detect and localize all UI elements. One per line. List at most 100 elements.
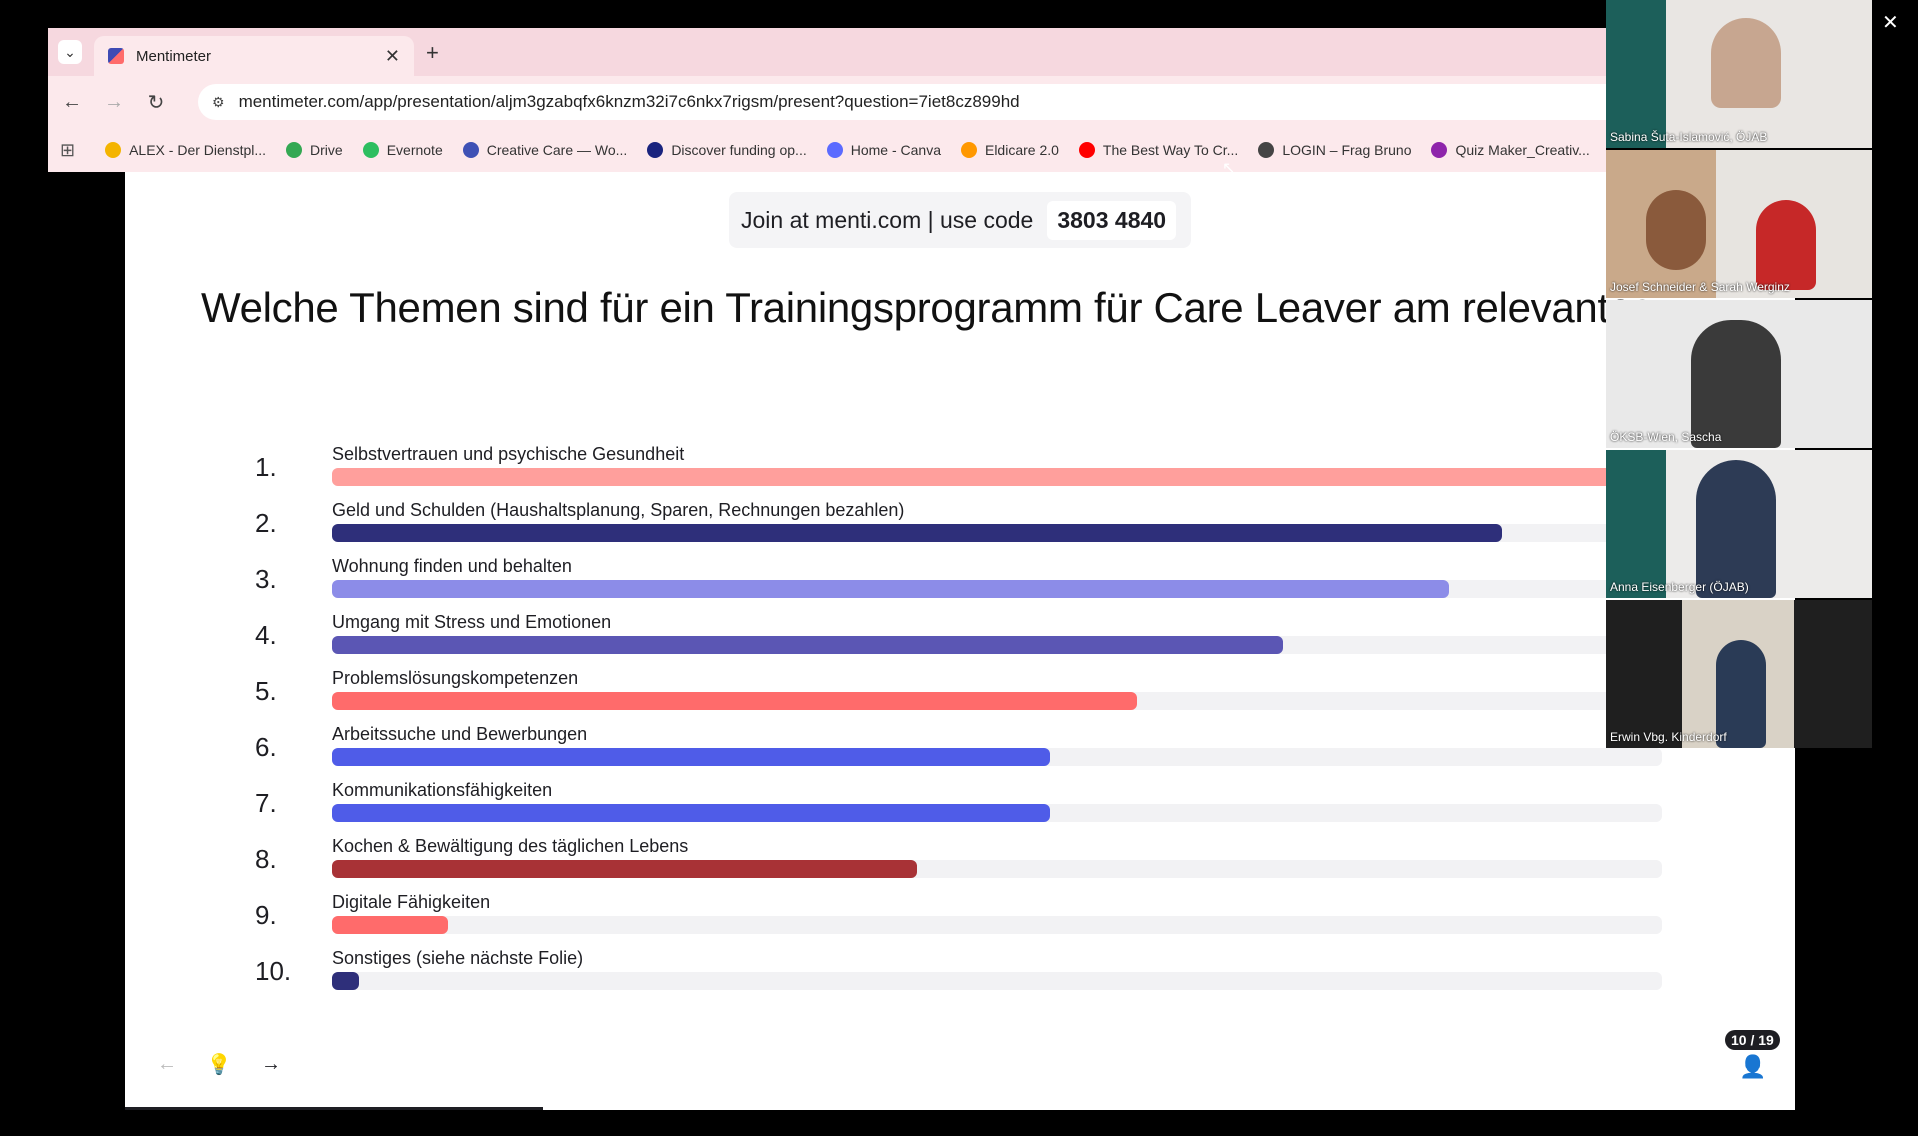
close-icon[interactable]: ✕: [1882, 12, 1899, 34]
result-bar-track: [332, 524, 1662, 542]
forward-icon[interactable]: →: [104, 90, 124, 113]
result-bar: [332, 748, 1051, 766]
bookmark-item[interactable]: ALEX - Der Dienstpl...: [105, 142, 266, 158]
result-row: 8. Kochen & Bewältigung des täglichen Leb…: [255, 836, 1662, 892]
tab-search-dropdown-icon[interactable]: ⌄: [58, 40, 82, 64]
bookmark-favicon-icon: [462, 142, 479, 158]
participant-tile[interactable]: Sabina Šuta-Islamović, ÖJAB: [1606, 0, 1872, 148]
participant-avatar: [1646, 190, 1706, 270]
result-rank: 7.: [255, 788, 277, 818]
participant-avatar: [1711, 18, 1781, 108]
result-label: Selbstvertrauen und psychische Gesundhei…: [332, 444, 685, 464]
reload-icon[interactable]: ↻: [147, 91, 165, 114]
bookmark-item[interactable]: Drive: [286, 142, 343, 158]
bookmark-item[interactable]: Discover funding op...: [647, 142, 807, 158]
result-row: 1. Selbstvertrauen und psychische Gesundh…: [255, 444, 1662, 500]
bookmark-item[interactable]: Evernote: [362, 142, 443, 158]
result-label: Kommunikationsfähigkeiten: [332, 780, 553, 800]
bookmark-item[interactable]: The Best Way To Cr...: [1078, 142, 1238, 158]
result-label: Umgang mit Stress und Emotionen: [332, 612, 612, 632]
result-bar: [332, 692, 1137, 710]
bookmark-item[interactable]: Home - Canva: [826, 142, 941, 158]
participant-avatar: [1696, 460, 1776, 598]
participant-tile[interactable]: Erwin Vbg. Kinderdorf: [1606, 600, 1872, 748]
join-instructions: Join at menti.com | use code 3803 4840: [729, 192, 1191, 248]
bookmark-item[interactable]: Quiz Maker_Creativ...: [1431, 142, 1590, 158]
bookmark-favicon-icon: [826, 142, 843, 158]
result-bar: [332, 916, 448, 934]
result-bar-track: [332, 748, 1662, 766]
result-rank: 1.: [255, 452, 277, 482]
bookmark-item[interactable]: LOGIN – Frag Bruno: [1258, 142, 1411, 158]
result-bar-track: [332, 972, 1662, 990]
mouse-cursor-icon: ↖: [1222, 160, 1236, 177]
participant-name: Erwin Vbg. Kinderdorf: [1610, 730, 1727, 744]
result-label: Wohnung finden und behalten: [332, 556, 572, 576]
participant-tile[interactable]: ÖKSB-Wien, Sascha: [1606, 300, 1872, 448]
participant-avatar: [1716, 640, 1766, 748]
result-row: 4. Umgang mit Stress und Emotionen: [255, 612, 1662, 668]
result-rank: 6.: [255, 732, 277, 762]
audience-icon[interactable]: 👤: [1739, 1054, 1767, 1079]
bookmark-label: Eldicare 2.0: [984, 142, 1059, 158]
participant-name: Sabina Šuta-Islamović, ÖJAB: [1610, 130, 1768, 144]
slide-navigation: ← 💡 →: [145, 1042, 293, 1086]
result-bar: [332, 860, 918, 878]
result-row: 7. Kommunikationsfähigkeiten: [255, 780, 1662, 836]
slide-counter: 10 / 19: [1725, 1030, 1780, 1050]
url-text: mentimeter.com/app/presentation/aljm3gza…: [238, 92, 1020, 111]
participant-avatar: [1691, 320, 1781, 448]
bookmark-favicon-icon: [960, 142, 977, 158]
result-row: 6. Arbeitssuche und Bewerbungen: [255, 724, 1662, 780]
result-label: Digitale Fähigkeiten: [332, 892, 491, 912]
result-bar: [332, 468, 1662, 486]
bookmark-label: Quiz Maker_Creativ...: [1455, 142, 1590, 158]
result-rank: 5.: [255, 676, 277, 706]
tab-mentimeter[interactable]: Mentimeter ✕: [94, 36, 414, 76]
bookmark-favicon-icon: [1078, 142, 1095, 158]
result-bar: [332, 636, 1283, 654]
result-rank: 9.: [255, 900, 277, 930]
lightbulb-hint-icon[interactable]: 💡: [206, 1053, 232, 1076]
participant-avatar: [1756, 200, 1816, 290]
result-bar: [332, 580, 1450, 598]
participant-tile[interactable]: Josef Schneider & Sarah Werginz: [1606, 150, 1872, 298]
result-rank: 8.: [255, 844, 277, 874]
participant-tile[interactable]: Anna Eisenberger (ÖJAB): [1606, 450, 1872, 598]
previous-slide-icon[interactable]: ←: [157, 1052, 177, 1075]
tab-bar: ⌄ Mentimeter ✕ +: [48, 28, 1606, 76]
bookmark-item[interactable]: Creative Care — Wo...: [462, 142, 627, 158]
apps-grid-icon[interactable]: ⊞: [60, 139, 76, 160]
bookmark-favicon-icon: [362, 142, 379, 158]
presentation-slide: Join at menti.com | use code 3803 4840 W…: [125, 172, 1795, 1110]
back-icon[interactable]: ←: [62, 90, 82, 113]
address-bar[interactable]: ⚙ mentimeter.com/app/presentation/aljm3g…: [198, 84, 1606, 120]
bookmark-favicon-icon: [105, 142, 122, 158]
result-rank: 10.: [255, 956, 292, 986]
result-row: 10. Sonstiges (siehe nächste Folie): [255, 948, 1662, 1004]
participant-name: Anna Eisenberger (ÖJAB): [1610, 580, 1749, 594]
bookmark-favicon-icon: [286, 142, 303, 158]
tab-title: Mentimeter: [136, 47, 212, 65]
result-rank: 2.: [255, 508, 277, 538]
result-bar-track: [332, 636, 1662, 654]
participant-name: ÖKSB-Wien, Sascha: [1610, 430, 1722, 444]
result-label: Problemslösungskompetenzen: [332, 668, 579, 688]
new-tab-icon[interactable]: +: [426, 40, 439, 65]
next-slide-icon[interactable]: →: [261, 1052, 281, 1075]
site-info-icon[interactable]: ⚙: [212, 93, 225, 110]
bookmark-favicon-icon: [647, 142, 664, 158]
bookmark-label: Discover funding op...: [671, 142, 807, 158]
result-bar-track: [332, 804, 1662, 822]
bookmarks-bar: ⊞ ALEX - Der Dienstpl... Drive Evernote Cre…: [48, 128, 1606, 172]
bookmark-label: LOGIN – Frag Bruno: [1282, 142, 1412, 158]
result-bar-track: [332, 916, 1662, 934]
bookmark-item[interactable]: Eldicare 2.0: [960, 142, 1059, 158]
close-tab-icon[interactable]: ✕: [384, 45, 400, 66]
bookmark-favicon-icon: [1431, 142, 1448, 158]
result-bar-track: [332, 468, 1662, 486]
bookmark-label: ALEX - Der Dienstpl...: [129, 142, 267, 158]
result-bar-track: [332, 580, 1662, 598]
result-label: Kochen & Bewältigung des täglichen Leben…: [332, 836, 689, 856]
video-participants-panel: Sabina Šuta-Islamović, ÖJAB Josef Schnei…: [1606, 0, 1872, 750]
